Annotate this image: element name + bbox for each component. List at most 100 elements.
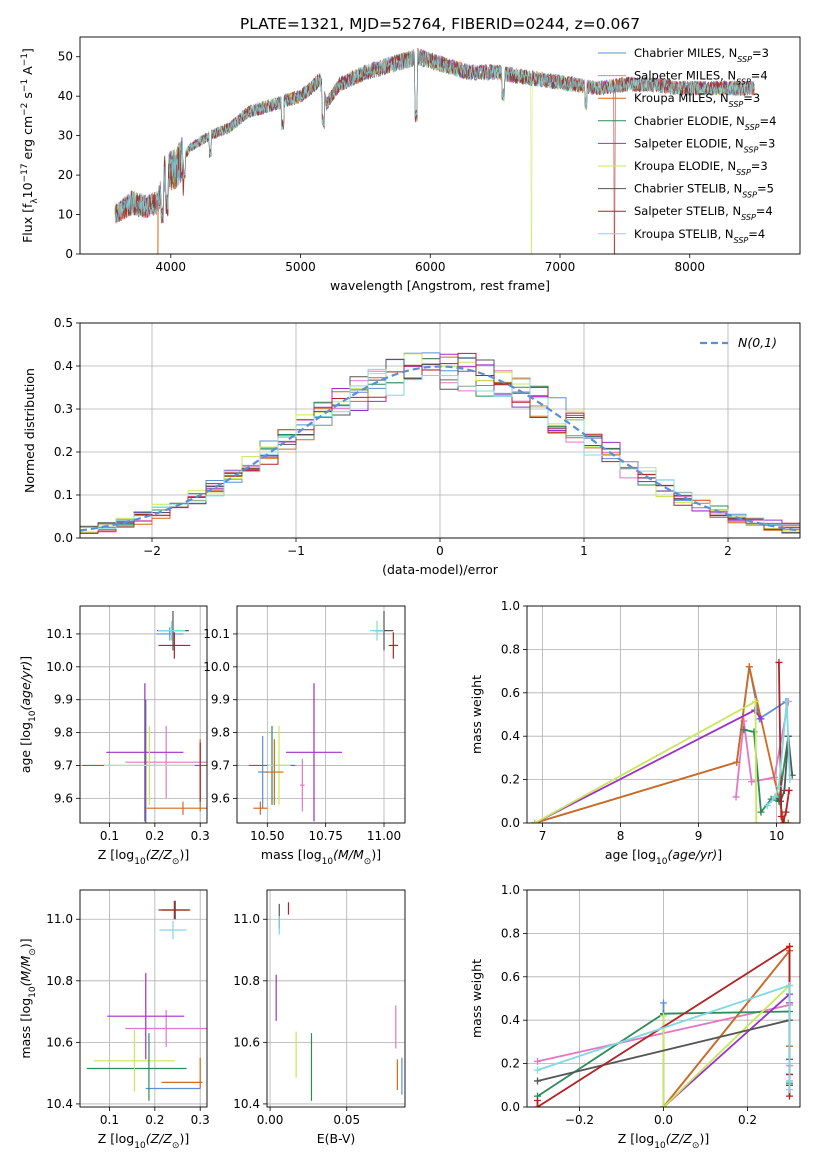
spectrum-plot-area	[114, 47, 755, 254]
weight-marker	[534, 1077, 541, 1085]
weight-marker	[785, 786, 793, 794]
weight-marker	[775, 782, 783, 790]
weight-line-6	[662, 984, 791, 1107]
weight-marker	[752, 697, 760, 705]
weight-marker	[784, 819, 792, 823]
x-tick-label: 10.75	[308, 829, 342, 843]
weight-marker	[534, 1066, 541, 1074]
errorbar-point-3	[146, 801, 207, 815]
mass_vs_Z-panel: 0.1 0.2 0.3 10.4 10.6 10.8 11.0 Z [log10(Z/Z⊙)]…	[18, 889, 210, 1151]
x-tick-label: 0.2	[145, 1113, 164, 1127]
x-axis-label: E(B-V)	[317, 1131, 356, 1146]
spectrum-line-9	[114, 49, 755, 222]
x-tick-label: 0.3	[191, 1113, 210, 1127]
weight-marker	[534, 1057, 541, 1065]
x-tick-label: 4000	[156, 260, 187, 274]
y-tick-label: 0.0	[54, 531, 73, 545]
legend-label: Salpeter MILES, NSSP=4	[634, 69, 768, 87]
errorbar-point-5	[286, 683, 342, 822]
weight-marker	[748, 778, 756, 786]
y-tick-label: 0	[65, 247, 73, 261]
x-tick-label: 10	[769, 829, 784, 843]
y-tick-label: 10.4	[46, 1097, 73, 1111]
y-tick-label: 0.8	[501, 642, 520, 656]
x-axis-label: age [log10(age/yr)]	[605, 847, 722, 867]
x-tick-label: 7000	[545, 260, 576, 274]
x-axis-label: mass [log10(M/M⊙)]	[261, 847, 381, 867]
weight-marker	[534, 1103, 541, 1107]
weight-marker	[733, 758, 741, 766]
errorbar-point-10	[265, 739, 284, 805]
y-tick-label: 0.3	[54, 402, 73, 416]
legend-label: Chabrier ELODIE, NSSP=4	[634, 114, 776, 132]
x-tick-label: 8	[617, 829, 625, 843]
residuals-panel: −2 −1 0 1 2 0.0 0.1 0.2 0.3 0.4 0.5 N(0,1) (data-mod…	[22, 316, 801, 577]
age_vs_Z-plot-area	[82, 610, 207, 823]
errorbar-point-6	[267, 726, 291, 805]
legend-label: Chabrier MILES, NSSP=3	[634, 46, 769, 64]
weight-marker	[757, 808, 765, 816]
y-tick-label: 9.7	[54, 758, 73, 772]
y-tick-label: 10.1	[46, 627, 73, 641]
y-axis-label: age [log10(age/yr)]	[18, 656, 38, 773]
figure-title: PLATE=1321, MJD=52764, FIBERID=0244, z=0…	[240, 15, 640, 33]
y-tick-label: 0.0	[501, 1100, 520, 1114]
x-tick-label: 10.50	[250, 829, 284, 843]
y-tick-label: 50	[58, 50, 73, 64]
age_vs_mass-panel: 10.50 10.75 11.00 9.6 9.7 9.8 9.9 10.0 10.1 mass …	[203, 605, 406, 867]
y-tick-label: 9.7	[211, 758, 230, 772]
y-tick-label: 0.5	[54, 316, 73, 330]
weight-marker	[786, 776, 794, 784]
weight-marker	[732, 793, 740, 801]
errorbar-point-8	[158, 900, 191, 920]
residuals-frame	[79, 322, 801, 539]
weight-line-1	[534, 666, 787, 823]
mass_vs_ebv-panel: 0.00 0.05 10.4 10.6 10.8 11.0 E(B-V)	[233, 889, 406, 1146]
weight-marker	[757, 715, 765, 723]
y-tick-label: 40	[58, 89, 73, 103]
x-tick-label: −0.2	[565, 1113, 594, 1127]
weight-marker	[786, 1077, 793, 1085]
errorbar-point-8	[158, 632, 191, 659]
weight-line-3	[534, 666, 789, 823]
x-tick-label: 0.00	[257, 1113, 284, 1127]
x-tick-label: 0.3	[191, 829, 210, 843]
y-tick-label: 0.2	[501, 773, 520, 787]
errorbar-point-5	[107, 973, 185, 1060]
y-tick-label: 11.0	[46, 912, 73, 926]
x-tick-label: 8000	[674, 260, 705, 274]
y-tick-label: 1.0	[501, 883, 520, 897]
age_vs_Z-panel: 0.1 0.2 0.3 9.6 9.7 9.8 9.9 10.0 10.1 Z [log10(Z/…	[18, 605, 210, 867]
weight-marker	[775, 658, 783, 666]
weight-marker	[779, 819, 787, 823]
x-tick-label: 11.00	[367, 829, 401, 843]
x-tick-label: 0	[436, 544, 444, 558]
mass_vs_Z-plot-area	[86, 900, 207, 1101]
y-tick-label: 9.6	[54, 791, 73, 805]
weight-marker	[660, 999, 667, 1007]
errorbar-point-5	[106, 683, 184, 822]
errorbar-point-9	[158, 620, 186, 641]
histogram-9	[80, 368, 800, 530]
weight-marker	[786, 942, 793, 950]
y-tick-label: 9.9	[211, 693, 230, 707]
y-tick-label: 9.8	[211, 726, 230, 740]
y-tick-label: 0.0	[501, 816, 520, 830]
gaussian-legend-label: N(0,1)	[738, 335, 777, 350]
spectrum-frame	[79, 36, 801, 255]
legend-label: Kroupa ELODIE, NSSP=3	[634, 159, 768, 177]
y-tick-label: 10.6	[46, 1035, 73, 1049]
y-tick-label: 10.0	[203, 660, 230, 674]
y-tick-label: 0.4	[54, 359, 73, 373]
y-axis-label: mass weight	[469, 675, 484, 754]
residuals-plot-area	[80, 352, 800, 534]
weight-marker	[786, 981, 793, 989]
y-tick-label: 10	[58, 208, 73, 222]
weight-marker	[777, 812, 785, 820]
mass_vs_ebv-frame	[266, 889, 406, 1108]
x-tick-label: 0.2	[145, 829, 164, 843]
errorbar-point-8	[388, 632, 398, 659]
x-tick-label: 6000	[415, 260, 446, 274]
legend-label: Salpeter ELODIE, NSSP=3	[634, 136, 775, 154]
